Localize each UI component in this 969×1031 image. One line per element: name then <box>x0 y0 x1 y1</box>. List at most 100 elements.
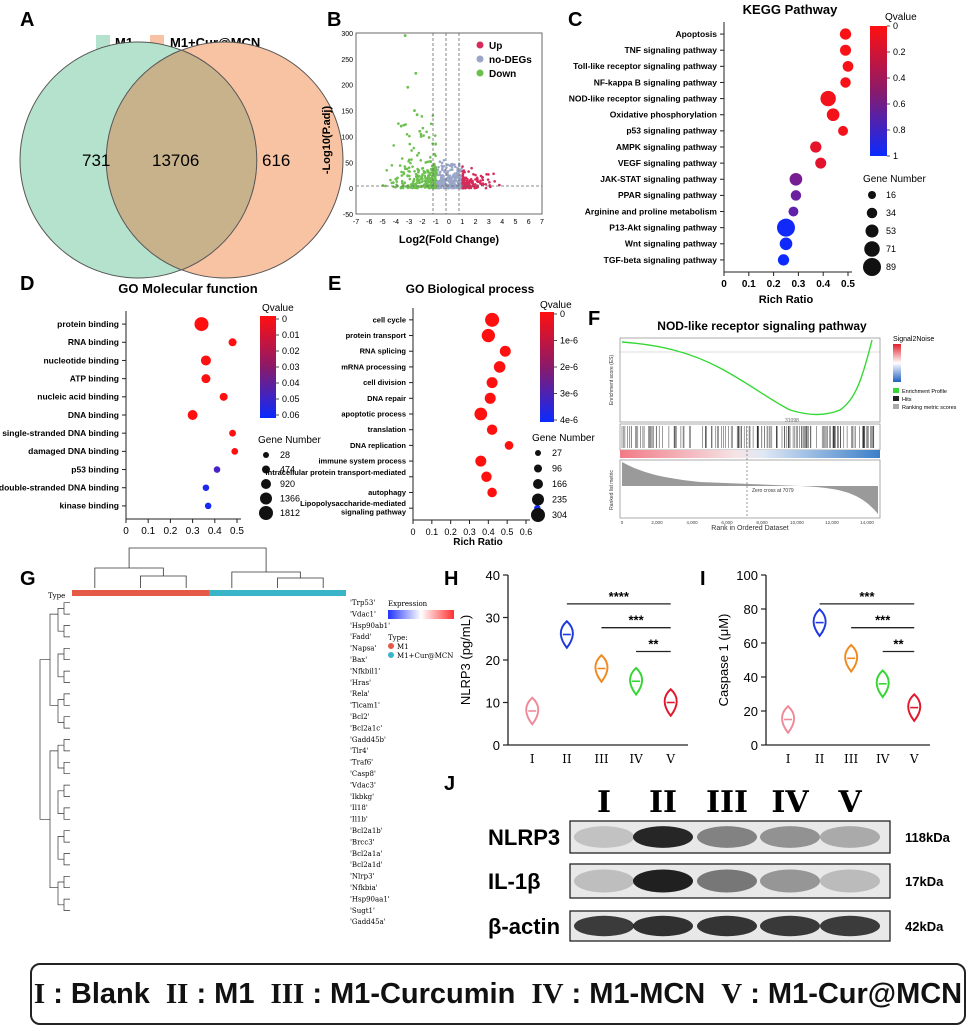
panel-b: B 300 250 200 150 100 50 0 -50 -7 -6 -5 -4 -3 -2 -1 0 1… <box>321 9 544 246</box>
gobp-xtick-6: 0.6 <box>520 527 533 537</box>
panel-letter-h: H <box>444 568 458 590</box>
gsea-rank-bar <box>620 450 880 458</box>
volcano-point-down <box>415 185 419 188</box>
panel-letter-g: G <box>20 568 36 590</box>
gomf-qtick-0: 0 <box>282 314 287 324</box>
volcano-point-nodeg <box>438 160 442 164</box>
kegg-gene-dot-0 <box>868 191 876 199</box>
blot-lane-2: III <box>706 785 748 820</box>
blot-band-2-0 <box>574 915 634 937</box>
gobp-category-12: Lipopolysaccharide-mediated signaling pat… <box>300 499 407 516</box>
volcano-xtick-1: -6 <box>366 219 372 226</box>
gsea-xtick-3: 6,000 <box>721 520 733 525</box>
gobp-category-0: cell cycle <box>373 315 406 324</box>
caspase1-violin-0 <box>781 704 796 735</box>
gobp-category-4: cell division <box>363 378 406 387</box>
kegg-chart: Apoptosis TNF signaling pathway Toll-like … <box>569 22 855 306</box>
volcano-point-nodeg <box>437 173 441 177</box>
panel-letter-d: D <box>20 273 34 295</box>
volcano-xtick-12: 5 <box>513 219 517 226</box>
kegg-xtick-1: 0.1 <box>742 279 756 290</box>
caspase1-ytick-3: 60 <box>744 636 758 651</box>
gomf-gene-legend: 28 474 920 1366 1812 <box>259 450 300 520</box>
volcano-point-down <box>424 177 427 180</box>
caspase1-violin-3 <box>875 669 890 699</box>
gobp-gene-title: Gene Number <box>532 433 595 444</box>
group-legend-item-1: I: Blank <box>33 977 150 1010</box>
volcano-point-down <box>434 178 437 181</box>
volcano-point-up <box>474 173 477 177</box>
gsea-legend-profile: Enrichment Profile <box>902 389 947 395</box>
gomf-qtick-4: 0.04 <box>282 378 300 388</box>
volcano-point-down <box>415 113 419 117</box>
gsea-legend-profile-icon <box>893 388 899 393</box>
group-legend-item-2: II: M1 <box>165 977 255 1010</box>
gsea-xtick-7: 14,000 <box>860 520 874 525</box>
volcano-point-nodeg <box>456 166 459 170</box>
gobp-xtick-4: 0.4 <box>482 527 495 537</box>
gomf-category-7: damaged DNA binding <box>28 446 119 456</box>
heatmap-type-label: Type <box>48 592 65 600</box>
heatmap-type-legend-title: Type: <box>388 634 408 642</box>
volcano-point-nodeg <box>448 180 452 183</box>
volcano-point-down <box>412 146 416 150</box>
gobp-qvalue-title: Qvalue <box>540 300 572 311</box>
gomf-qtick-1: 0.01 <box>282 330 300 340</box>
volcano-xtick-0: -7 <box>353 219 359 226</box>
caspase1-ytick-1: 20 <box>744 704 758 719</box>
volcano-point-down <box>433 152 436 156</box>
volcano-point-down <box>403 34 407 37</box>
volcano-point-down <box>420 115 424 118</box>
caspase1-ytick-4: 80 <box>744 602 758 617</box>
gomf-category-8: p53 binding <box>71 464 119 474</box>
kegg-qvalue-ticks: 0 0.2 0.4 0.6 0.8 1 <box>887 21 906 161</box>
kegg-gene-title: Gene Number <box>863 174 926 185</box>
panel-c: C KEGG Pathway Apoptosis TNF signaling pa… <box>568 2 926 306</box>
gobp-bubble-10 <box>481 471 492 482</box>
kegg-bubble-5 <box>826 108 840 122</box>
kegg-bubble-12 <box>777 218 795 237</box>
venn-count-m1: 731 <box>82 151 110 170</box>
gomf-xtick-3: 0.3 <box>186 526 200 537</box>
caspase1-sig-label-1: *** <box>875 613 891 628</box>
gsea-title: NOD-like receptor signaling pathway <box>657 319 867 333</box>
caspase1-ytick-5: 100 <box>736 568 758 583</box>
gsea-xlabel: Rank in Ordered Dataset <box>711 525 788 532</box>
heatmap-gene-27: 'Sugt1' <box>350 907 375 915</box>
volcano-point-down <box>413 109 416 112</box>
nlrp3-ytick-1: 10 <box>486 696 500 711</box>
gomf-bubble-9 <box>202 484 210 492</box>
dendrogram-branch <box>57 881 64 906</box>
volcano-point-down <box>414 182 417 186</box>
volcano-point-down <box>401 186 405 190</box>
panel-letter-c: C <box>568 9 582 31</box>
blot-lane-1: II <box>649 785 677 820</box>
blot-label-2: β-actin <box>488 914 560 939</box>
heatmap-gene-22: 'Bcl2a1a' <box>350 850 382 858</box>
blot-band-1-4 <box>820 869 880 893</box>
heatmap-gene-2: 'Hsp90ab1' <box>350 622 390 630</box>
kegg-qtick-4: 0.8 <box>893 125 906 135</box>
volcano-point-down <box>428 171 432 175</box>
volcano-point-up <box>461 178 464 181</box>
volcano-point-down <box>426 185 429 188</box>
heatmap-gene-18: 'Il18' <box>350 804 368 812</box>
dendrogram-branch <box>277 577 324 588</box>
volcano-point-down <box>420 167 424 170</box>
gobp-qtick-2: 2e-6 <box>560 362 578 372</box>
gomf-qtick-5: 0.05 <box>282 394 300 404</box>
gsea-legend-rank-icon <box>893 404 899 409</box>
caspase1-violin-1 <box>812 607 827 638</box>
kegg-xtick-5: 0.5 <box>841 279 855 290</box>
kegg-bubble-4 <box>820 90 836 107</box>
dendrogram-branch <box>49 613 58 706</box>
volcano-point-nodeg <box>456 169 459 172</box>
volcano-point-down <box>423 185 427 188</box>
heatmap-gene-10: 'Bcl2' <box>350 713 370 721</box>
gomf-chart: protein binding RNA binding nucleotide bin… <box>0 311 244 537</box>
volcano-point-up <box>488 180 491 184</box>
blot-band-0-2 <box>697 826 757 848</box>
volcano-xtick-4: -3 <box>406 219 412 226</box>
